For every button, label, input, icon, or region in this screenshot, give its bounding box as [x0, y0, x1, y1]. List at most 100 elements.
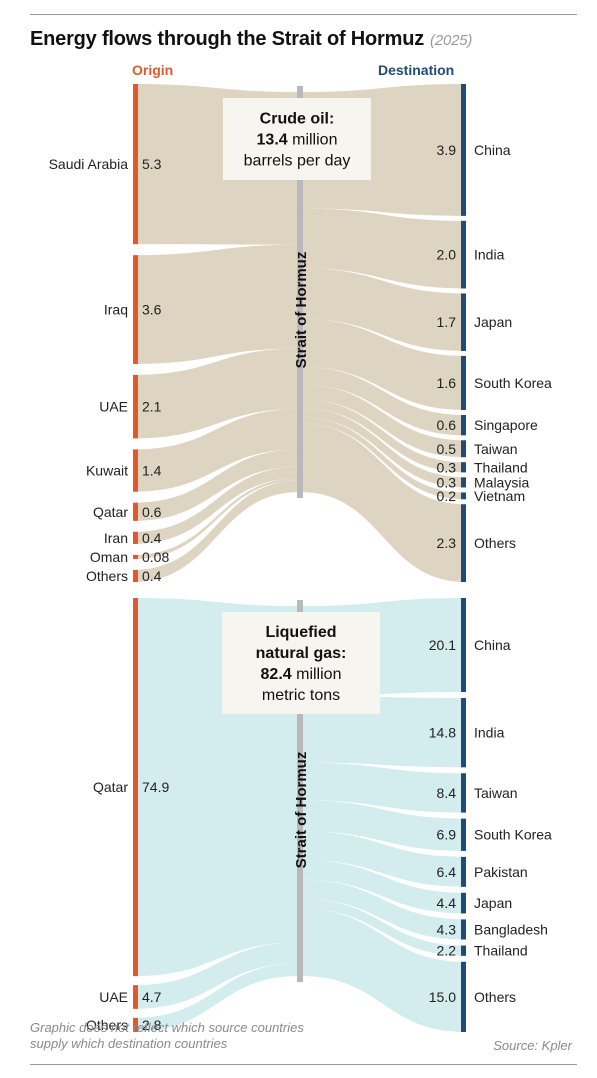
destination-bar-india [461, 220, 466, 289]
origin-bar-qatar [133, 598, 138, 977]
origin-flow-qatar [133, 449, 300, 521]
origin-flow-iraq [133, 244, 300, 364]
origin-bar-uae [133, 374, 138, 439]
chart-year: (2025) [430, 32, 473, 49]
destination-value-india: 14.8 [429, 725, 456, 741]
destination-label-thailand: Thailand [474, 943, 528, 959]
bottom-rule [30, 1064, 577, 1065]
destination-bar-thailand [461, 945, 466, 956]
destination-flow-vietnam [300, 417, 466, 500]
origin-label-kuwait: Kuwait [86, 463, 128, 479]
destination-flow-south-korea [300, 318, 466, 411]
destination-value-china: 3.9 [437, 142, 457, 158]
destination-value-south-korea: 1.6 [437, 375, 457, 391]
destination-label-malaysia: Malaysia [474, 474, 529, 490]
destination-value-vietnam: 0.2 [437, 488, 457, 504]
origin-flow-iran [133, 466, 300, 544]
origin-flow-uae [133, 348, 300, 439]
crude-oil-panel: Saudi Arabia 5.3 Iraq 3.6 UAE 2.1 Kuwait 1.4 Qat… [49, 84, 552, 584]
origin-flow-oman [133, 478, 300, 559]
destination-label-taiwan: Taiwan [474, 785, 518, 801]
destination-flow-japan [300, 859, 466, 914]
destination-value-thailand: 2.2 [437, 943, 457, 959]
destination-label-china: China [474, 637, 511, 653]
origin-label-others: Others [86, 1017, 128, 1033]
destination-label-japan: Japan [474, 314, 512, 330]
destination-flow-others [300, 908, 466, 1032]
origin-bar-others [133, 569, 138, 582]
destination-flow-india [300, 208, 466, 289]
destination-bar-taiwan [461, 773, 466, 813]
origin-bar-kuwait [133, 449, 138, 492]
chart-title: Energy flows through the Strait of Hormu… [30, 28, 473, 50]
destination-flow-malaysia [300, 408, 466, 488]
footnote: Graphic does not reflect which source co… [30, 1020, 304, 1052]
destination-value-south-korea: 6.9 [437, 827, 457, 843]
destination-flow-thailand [300, 399, 466, 473]
summary-box [223, 98, 371, 180]
destination-bar-china [461, 84, 466, 216]
origin-bar-qatar [133, 502, 138, 521]
summary-line: 82.4 million [261, 666, 342, 683]
destination-label-india: India [474, 247, 505, 263]
destination-value-singapore: 0.6 [437, 417, 457, 433]
destination-flow-pakistan [300, 831, 466, 887]
origin-value-uae: 2.1 [142, 399, 162, 415]
destination-bar-india [461, 698, 466, 768]
origin-bar-uae [133, 985, 138, 1009]
destination-label-japan: Japan [474, 895, 512, 911]
origin-flow-kuwait [133, 409, 300, 492]
destination-bar-japan [461, 293, 466, 351]
origin-value-qatar: 74.9 [142, 779, 169, 795]
destination-flow-taiwan [300, 762, 466, 813]
origin-flow-uae [133, 942, 300, 1009]
summary-box [222, 612, 380, 714]
destination-bar-others [461, 504, 466, 582]
origin-value-iran: 0.4 [142, 530, 162, 546]
destination-value-japan: 1.7 [437, 314, 457, 330]
destination-bar-japan [461, 892, 466, 914]
destination-label-taiwan: Taiwan [474, 441, 518, 457]
footnote-line-1: Graphic does not reflect which source co… [30, 1020, 304, 1035]
footnote-line-2: supply which destination countries [30, 1036, 228, 1051]
destination-bar-south-korea [461, 818, 466, 851]
origin-value-oman: 0.08 [142, 549, 169, 565]
destination-bar-pakistan [461, 856, 466, 887]
destination-label-others: Others [474, 989, 516, 1005]
destination-bar-thailand [461, 462, 466, 473]
destination-header: Destination [378, 62, 455, 78]
origin-value-uae: 4.7 [142, 989, 162, 1005]
destination-value-others: 15.0 [429, 989, 456, 1005]
origin-flow-others [133, 963, 300, 1032]
origin-bar-saudi-arabia [133, 84, 138, 245]
strait-line [297, 600, 303, 982]
origin-label-oman: Oman [90, 549, 128, 565]
origin-value-kuwait: 1.4 [142, 463, 162, 479]
destination-flow-others [300, 423, 466, 582]
destination-flow-singapore [300, 366, 466, 436]
destination-value-thailand: 0.3 [437, 459, 457, 475]
origin-label-qatar: Qatar [93, 779, 128, 795]
origin-label-uae: UAE [99, 399, 128, 415]
origin-value-others: 2.8 [142, 1017, 162, 1033]
destination-value-bangladesh: 4.3 [437, 921, 457, 937]
top-rule [30, 14, 577, 15]
origin-label-iran: Iran [104, 530, 128, 546]
destination-label-china: China [474, 142, 511, 158]
origin-label-uae: UAE [99, 989, 128, 1005]
destination-bar-singapore [461, 415, 466, 436]
origin-bar-oman [133, 554, 138, 559]
destination-bar-south-korea [461, 355, 466, 411]
destination-value-malaysia: 0.3 [437, 474, 457, 490]
lng-panel: Qatar 74.9 UAE 4.7 Others 2.8 20.1 China 14.8 Ind… [86, 598, 552, 1033]
destination-bar-malaysia [461, 477, 466, 488]
summary-line: Crude oil: [260, 111, 335, 128]
destination-label-india: India [474, 725, 505, 741]
destination-bar-china [461, 598, 466, 693]
origin-header: Origin [132, 62, 174, 78]
summary-line: barrels per day [244, 153, 351, 170]
source-credit: Source: Kpler [493, 1038, 572, 1053]
destination-label-south-korea: South Korea [474, 827, 552, 843]
destination-value-taiwan: 0.5 [437, 441, 457, 457]
destination-label-south-korea: South Korea [474, 375, 552, 391]
